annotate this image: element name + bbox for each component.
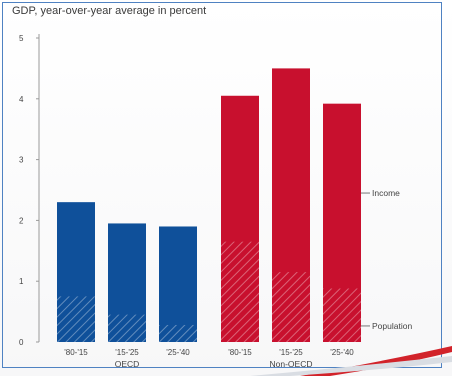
y-tick-label: 4: [19, 95, 24, 104]
bar-population-non-oecd-2: [323, 288, 361, 342]
bar-population-oecd-2: [159, 324, 197, 342]
bars: [57, 68, 361, 343]
x-tick-label: '80-'15: [64, 348, 88, 357]
x-tick-label: '25-'40: [166, 348, 190, 357]
x-tick-label: '15-'25: [279, 348, 303, 357]
group-label: Non-OECD: [270, 359, 313, 369]
annotations: Income Population: [361, 188, 412, 331]
bar-population-non-oecd-1: [272, 272, 310, 342]
chart-title: GDP, year-over-year average in percent: [12, 5, 207, 17]
y-tick-label: 3: [19, 156, 24, 165]
x-tick-label: '80-'15: [228, 348, 252, 357]
y-axis: 0 1 2 3 4 5: [19, 34, 40, 347]
y-tick-label: 1: [19, 277, 24, 286]
income-annotation: Income: [372, 188, 400, 198]
bar-population-oecd-1: [108, 314, 146, 342]
x-axis-labels: '80-'15 '15-'25 '25-'40 OECD '80-'15 '15-'25 '…: [64, 348, 354, 369]
bar-population-non-oecd-0: [221, 241, 259, 342]
x-tick-label: '15-'25: [115, 348, 139, 357]
population-annotation: Population: [372, 321, 412, 331]
y-tick-label: 2: [19, 216, 24, 225]
group-label: OECD: [115, 359, 140, 369]
bar-population-oecd-0: [57, 296, 95, 342]
bar-income-oecd-2: [159, 226, 197, 342]
y-tick-label: 5: [19, 34, 24, 43]
x-tick-label: '25-'40: [330, 348, 354, 357]
y-tick-label: 0: [19, 338, 24, 347]
